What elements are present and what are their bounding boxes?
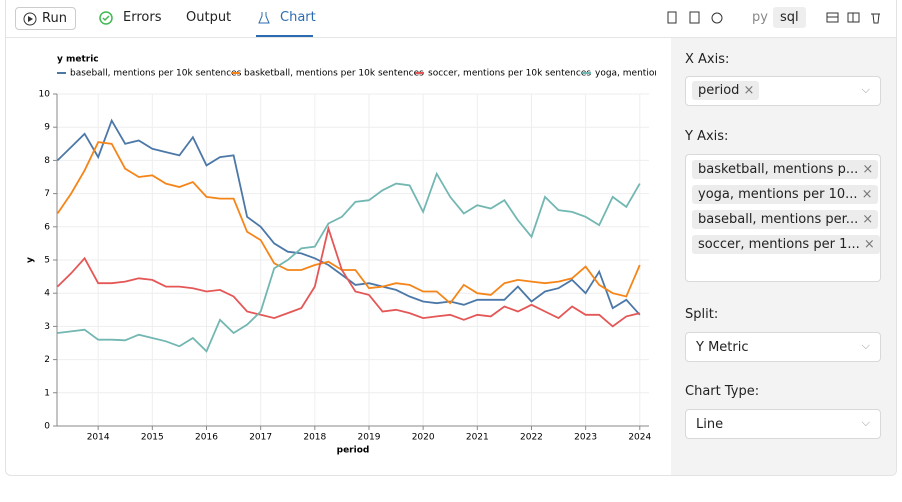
- y-tick-label: 9: [44, 123, 50, 133]
- x-tick-label: 2018: [303, 433, 326, 443]
- active-tab-indicator: [256, 35, 313, 37]
- split-value: Y Metric: [696, 340, 749, 355]
- app-frame: Run Errors Output Chart py sql y metric …: [5, 0, 897, 476]
- split-select[interactable]: Y Metric ⌵: [685, 332, 881, 362]
- x-tick-label: 2021: [466, 433, 489, 443]
- x-tick-label: 2015: [141, 433, 164, 443]
- y-axis-label: Y Axis:: [685, 129, 729, 144]
- y-tick-label: 8: [44, 156, 50, 166]
- tag-text: baseball, mentions per...: [698, 212, 859, 227]
- series-line: [57, 171, 641, 353]
- legend-label: soccer, mentions per 10k sentences: [428, 69, 591, 79]
- y-axis-tag[interactable]: yoga, mentions per 10... ×: [692, 185, 878, 204]
- chart-type-label: Chart Type:: [685, 384, 760, 399]
- tag-text: period: [698, 83, 740, 98]
- x-tick-label: 2020: [412, 433, 435, 443]
- y-axis-tag[interactable]: baseball, mentions per... ×: [692, 210, 879, 229]
- y-tick-label: 0: [44, 422, 50, 432]
- run-icon: [23, 12, 37, 26]
- x-axis-tag[interactable]: period ×: [692, 81, 760, 100]
- y-tick-label: 3: [44, 322, 50, 332]
- x-tick-label: 2016: [195, 433, 218, 443]
- chart-type-select[interactable]: Line ⌵: [685, 409, 881, 439]
- x-tick-label: 2014: [87, 433, 110, 443]
- y-tick-label: 4: [44, 289, 50, 299]
- series-line: [56, 225, 641, 328]
- x-tick-label: 2017: [249, 433, 272, 443]
- y-tick-label: 2: [44, 355, 50, 365]
- run-label: Run: [42, 11, 67, 26]
- split-label: Split:: [685, 307, 719, 322]
- sidebar: X Axis: period× ⌵ Y Axis: ⌵basketball, m…: [671, 38, 896, 475]
- chart-icon: [258, 12, 270, 24]
- y-tick-label: 7: [44, 189, 50, 199]
- chart-tab[interactable]: Chart: [280, 10, 316, 25]
- errors-tab[interactable]: Errors: [123, 10, 162, 25]
- y-tick-label: 1: [44, 388, 50, 398]
- run-button[interactable]: Run: [15, 7, 76, 30]
- sql-toggle[interactable]: sql: [773, 7, 806, 28]
- y-axis-tag[interactable]: soccer, mentions per 1... ×: [692, 235, 880, 254]
- x-axis-label: X Axis:: [685, 52, 730, 67]
- y-axis-tag[interactable]: basketball, mentions p... ×: [692, 160, 879, 179]
- legend-label: yoga, mentions per 10k sentences: [595, 69, 670, 79]
- tag-text: yoga, mentions per 10...: [698, 187, 858, 202]
- series-line: [56, 118, 641, 316]
- x-axis-select[interactable]: period × ⌵: [685, 76, 881, 106]
- output-tab[interactable]: Output: [186, 10, 232, 25]
- tag-text: basketball, mentions p...: [698, 162, 859, 177]
- toolbar: Run Errors Output Chart py sql: [6, 0, 896, 38]
- x-axis-title: period: [337, 446, 370, 456]
- errors-icon: [99, 11, 113, 25]
- y-tick-label: 5: [44, 256, 50, 266]
- y-axis-title: y: [26, 257, 36, 263]
- series-line: [56, 141, 641, 305]
- py-toggle[interactable]: py: [752, 10, 768, 25]
- x-tick-label: 2022: [520, 433, 543, 443]
- legend-title: y metric: [57, 55, 99, 65]
- x-tick-label: 2023: [574, 433, 597, 443]
- x-tick-label: 2019: [358, 433, 381, 443]
- y-axis-select[interactable]: ⌵basketball, mentions p...×yoga, mention…: [685, 154, 881, 282]
- legend: baseball, mentions per 10k sentences bask…: [57, 69, 670, 79]
- legend-label: basketball, mentions per 10k sentences: [244, 69, 424, 79]
- y-tick-label: 10: [39, 90, 51, 100]
- y-tick-label: 6: [44, 222, 50, 232]
- chart-type-value: Line: [696, 417, 724, 432]
- x-tick-label: 2024: [628, 433, 651, 443]
- layout-icons: [826, 12, 880, 24]
- tag-text: soccer, mentions per 1...: [698, 237, 860, 252]
- chart: y metric period y baseball, mentions per…: [26, 55, 670, 456]
- legend-label: baseball, mentions per 10k sentences: [70, 69, 242, 79]
- export-icons: [667, 11, 723, 24]
